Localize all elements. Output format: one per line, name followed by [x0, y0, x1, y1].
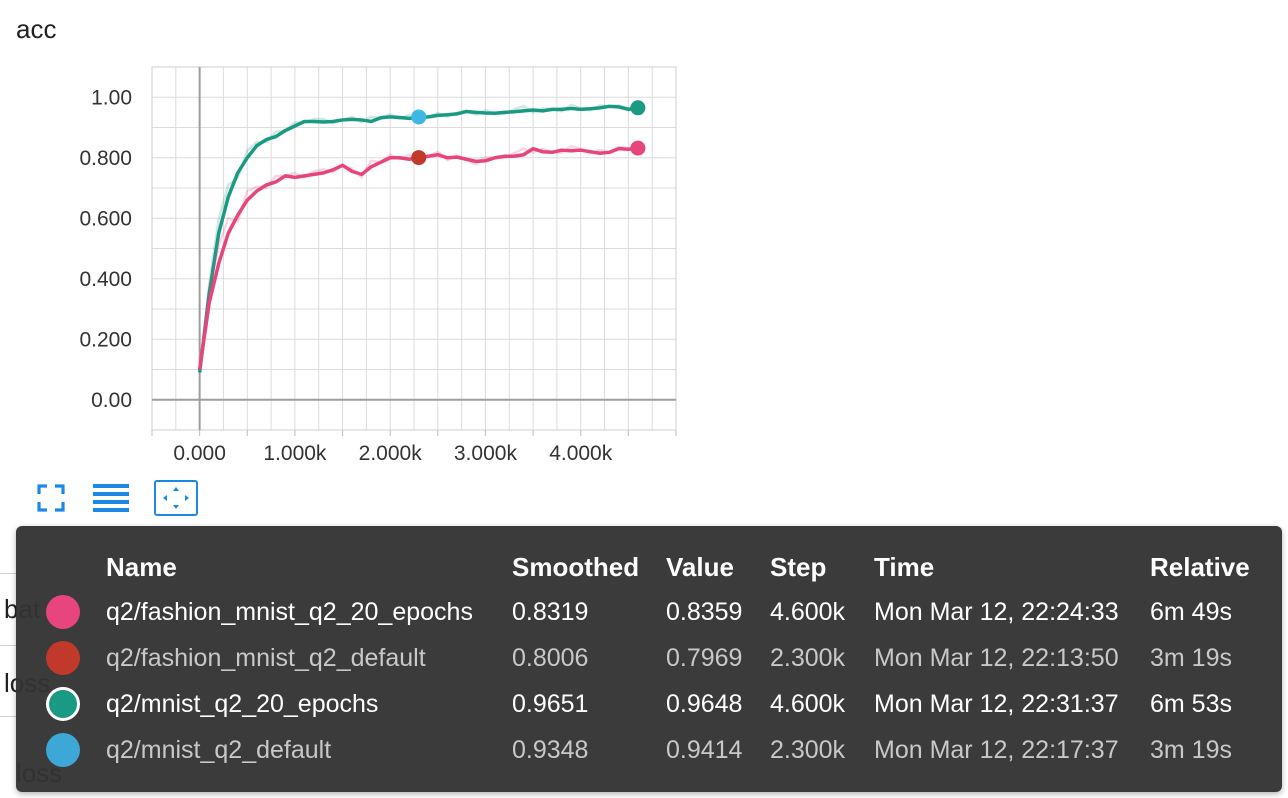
tooltip-row: q2/mnist_q2_default 0.9348 0.9414 2.300k Mon… — [16, 727, 1282, 773]
fullscreen-icon — [37, 484, 65, 512]
fullscreen-button[interactable] — [30, 478, 72, 518]
y-tick-label: 0.600 — [79, 207, 132, 230]
tooltip-cell-name: q2/fashion_mnist_q2_default — [106, 644, 426, 672]
series-marker[interactable] — [630, 100, 646, 116]
tooltip-cell-value: 0.8359 — [666, 598, 743, 626]
chart-title: acc — [16, 14, 57, 44]
tooltip-cell-time: Mon Mar 12, 22:24:33 — [874, 598, 1119, 626]
header-value: Value — [666, 552, 734, 582]
tooltip-cell-smoothed: 0.9348 — [512, 736, 589, 764]
tooltip-cell-step: 4.600k — [770, 690, 846, 718]
header-name: Name — [106, 552, 177, 582]
tooltip-cell-step: 2.300k — [770, 644, 846, 672]
series-color-swatch — [46, 733, 80, 767]
tooltip-cell-value: 0.9414 — [666, 736, 743, 764]
y-tick-label: 0.200 — [79, 328, 132, 351]
x-tick-label: 4.000k — [549, 442, 613, 465]
x-tick-label: 2.000k — [359, 442, 423, 465]
series-raw-line — [198, 103, 639, 373]
header-step: Step — [770, 552, 827, 582]
tooltip-cell-smoothed: 0.9651 — [512, 690, 589, 718]
header-smoothed: Smoothed — [512, 552, 640, 582]
tooltip-cell-step: 2.300k — [770, 736, 846, 764]
tooltip-cell-name: q2/mnist_q2_20_epochs — [106, 690, 379, 718]
tooltip-row: q2/fashion_mnist_q2_20_epochs 0.8319 0.835… — [16, 589, 1282, 635]
tooltip-cell-name: q2/fashion_mnist_q2_20_epochs — [106, 598, 473, 626]
fit-domain-icon — [163, 487, 189, 509]
y-tick-label: 0.800 — [79, 147, 132, 170]
series-marker[interactable] — [411, 150, 427, 166]
y-tick-label: 0.00 — [91, 389, 132, 412]
accuracy-chart[interactable]: 0.00 0.200 0.400 0.600 0.800 1.00 0.000 1.000k 2… — [0, 50, 700, 470]
tooltip-row: q2/fashion_mnist_q2_default 0.8006 0.7969 2… — [16, 635, 1282, 681]
x-tick-label: 3.000k — [454, 442, 518, 465]
list-icon — [93, 484, 129, 512]
fit-domain-button[interactable] — [154, 480, 198, 516]
series-line[interactable] — [197, 146, 639, 370]
x-tick-label: 0.000 — [173, 442, 226, 465]
y-tick-label: 0.400 — [79, 268, 132, 291]
divider — [0, 716, 24, 717]
series-color-swatch — [46, 641, 80, 675]
series-color-swatch — [46, 687, 80, 721]
tooltip-cell-time: Mon Mar 12, 22:13:50 — [874, 644, 1119, 672]
data-tooltip: Name Smoothed Value Step Time Relative q… — [16, 526, 1282, 792]
toggle-log-scale-button[interactable] — [90, 478, 132, 518]
series-marker[interactable] — [411, 109, 427, 125]
x-tick-label: 1.000k — [263, 442, 327, 465]
tooltip-cell-relative: 6m 49s — [1150, 598, 1232, 626]
divider — [0, 645, 24, 646]
tooltip-cell-time: Mon Mar 12, 22:17:37 — [874, 736, 1119, 764]
tooltip-cell-relative: 6m 53s — [1150, 690, 1232, 718]
tooltip-cell-value: 0.7969 — [666, 644, 743, 672]
y-tick-label: 1.00 — [91, 86, 132, 109]
tooltip-cell-time: Mon Mar 12, 22:31:37 — [874, 690, 1119, 718]
plot-frame — [151, 66, 677, 431]
tooltip-cell-value: 0.9648 — [666, 690, 743, 718]
tooltip-cell-smoothed: 0.8319 — [512, 598, 589, 626]
tooltip-row: q2/mnist_q2_20_epochs 0.9651 0.9648 4.600k M… — [16, 681, 1282, 727]
header-relative: Relative — [1150, 552, 1250, 582]
series-raw-line — [198, 144, 639, 370]
tooltip-cell-relative: 3m 19s — [1150, 736, 1232, 764]
tooltip-cell-name: q2/mnist_q2_default — [106, 736, 332, 764]
series-color-swatch — [46, 595, 80, 629]
divider — [0, 573, 24, 574]
tooltip-cell-relative: 3m 19s — [1150, 644, 1232, 672]
tooltip-cell-step: 4.600k — [770, 598, 846, 626]
tooltip-cell-smoothed: 0.8006 — [512, 644, 589, 672]
header-time: Time — [874, 552, 935, 582]
series-marker[interactable] — [630, 140, 646, 156]
